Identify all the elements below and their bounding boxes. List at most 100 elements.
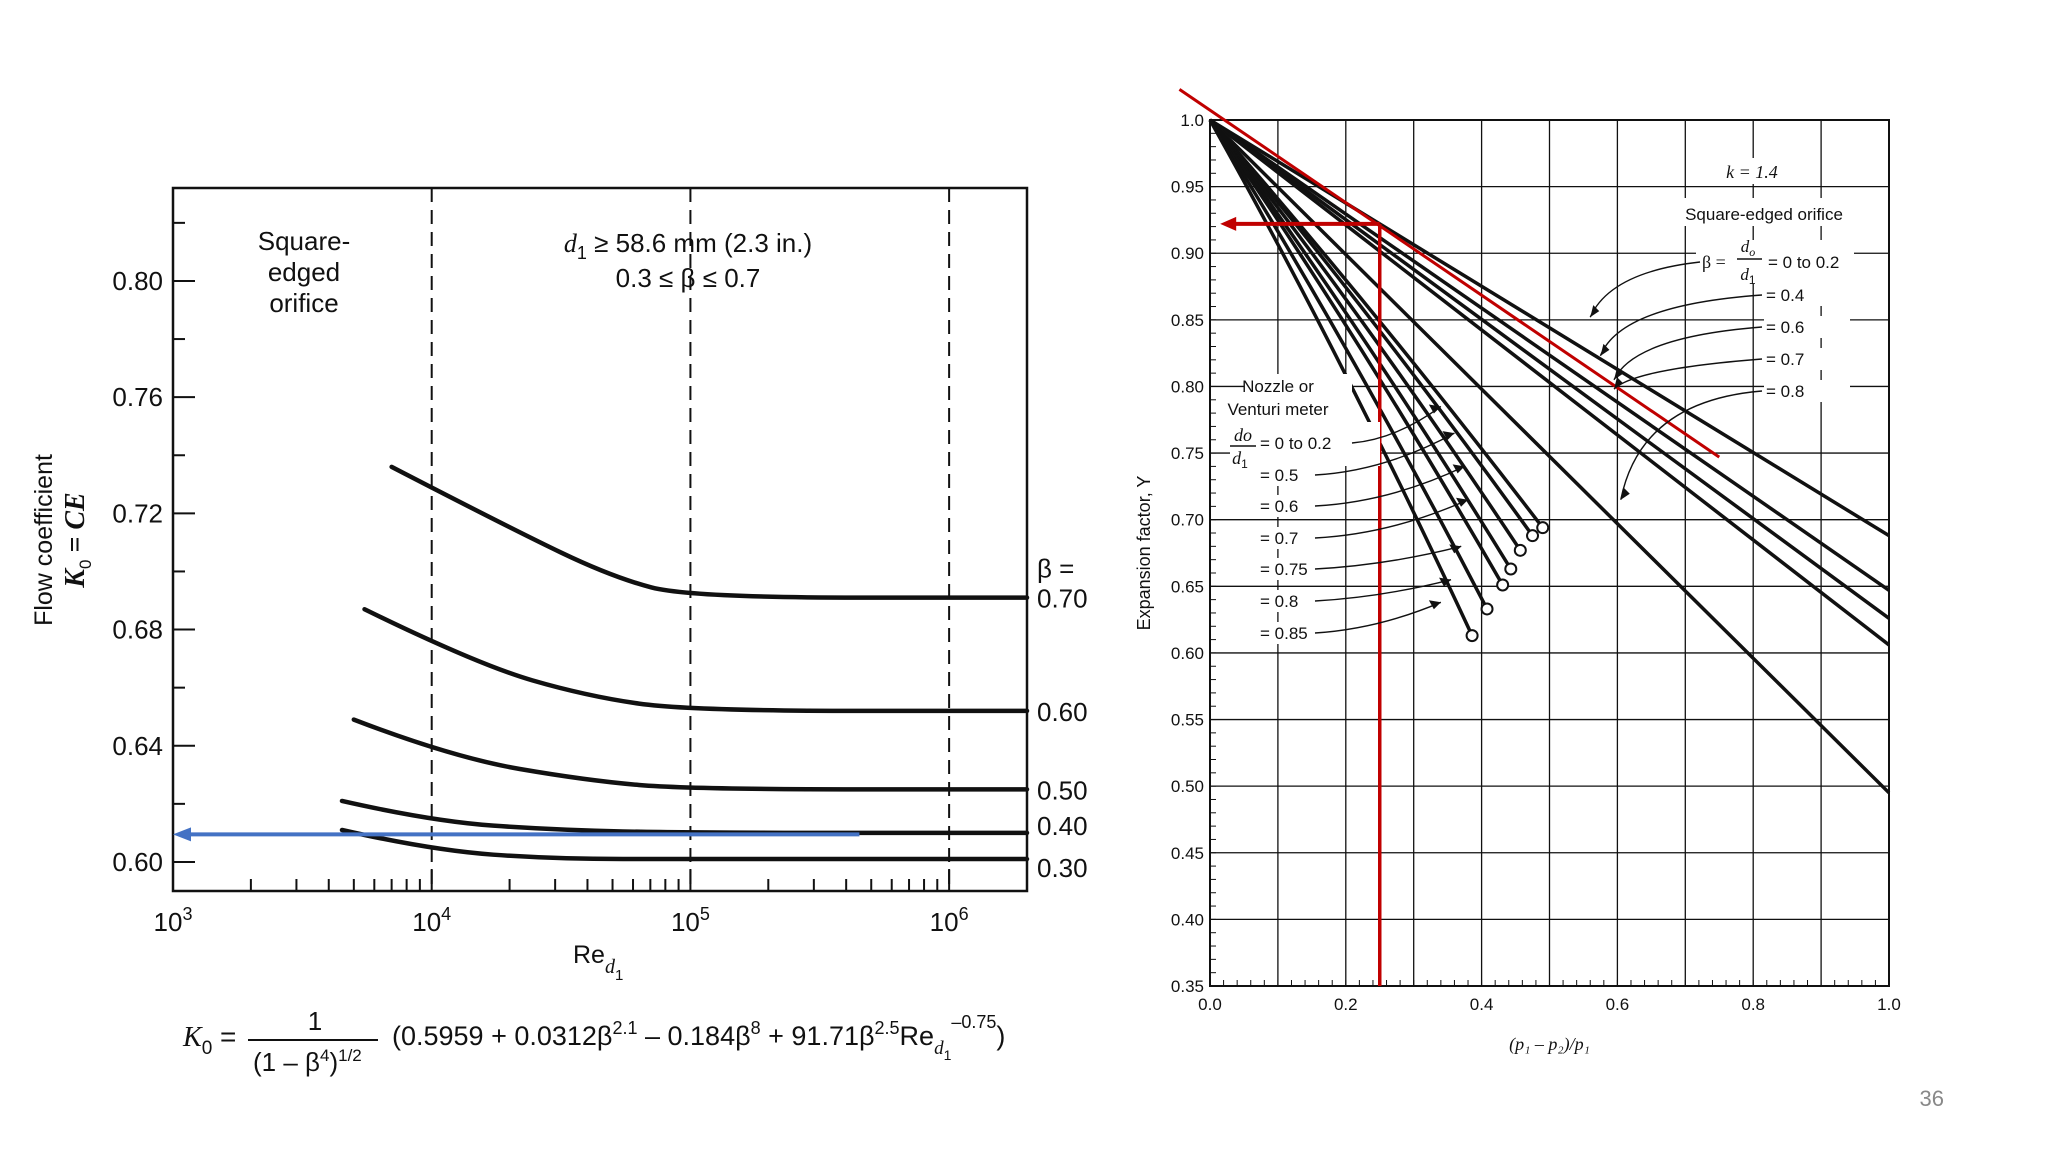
y-tick-label-part: 0.64 xyxy=(112,731,163,761)
red-tangent-line xyxy=(1178,88,1721,459)
orifice-line-0-6 xyxy=(1208,118,1891,620)
orifice-label-background xyxy=(1764,348,1850,370)
orifice-label-3-part: = 0.7 xyxy=(1766,350,1804,369)
y-tick-label: 0.35 xyxy=(1171,977,1204,996)
formula-lhs-part: K xyxy=(182,1022,203,1053)
nozzle-title-line1: Nozzle or xyxy=(1242,377,1314,396)
nozzle-curve-0-8 xyxy=(1208,119,1489,610)
x-axis-label-part: d xyxy=(605,956,616,978)
nozzle-curve-0-5 xyxy=(1208,118,1534,537)
annotation-beta-range: 0.3 ≤ β ≤ 0.7 xyxy=(616,263,761,293)
y-tick-label: 0.40 xyxy=(1171,910,1204,929)
x-tick-label: 0.6 xyxy=(1606,995,1630,1014)
y-axis-label-line2-part: = CE xyxy=(60,492,91,559)
curve-beta-0-40 xyxy=(339,798,1030,836)
annotation-square-edged-0: Square- xyxy=(258,226,351,256)
y-tick-label: 1.0 xyxy=(1180,111,1204,130)
orifice-beta-prefix-part: β = xyxy=(1702,252,1726,272)
nozzle-fraction-numerator-part: do xyxy=(1234,425,1252,445)
beta-label-0-40: 0.40 xyxy=(1037,811,1088,841)
x-tick-label-part: 0.8 xyxy=(1741,995,1765,1014)
annotation-square-edged-2: orifice xyxy=(269,288,338,318)
orifice-leader-line xyxy=(1620,390,1763,500)
y-axis-label-line2: K0 = CE xyxy=(60,492,95,588)
formula-body-part: 8 xyxy=(751,1018,761,1038)
orifice-beta-denominator: d1 xyxy=(1740,265,1756,287)
formula-numerator-part: 1 xyxy=(308,1006,322,1036)
y-tick-label-part: 0.85 xyxy=(1171,311,1204,330)
orifice-label-background xyxy=(1764,380,1850,402)
formula-body-part: 2.1 xyxy=(612,1018,637,1038)
orifice-label-3: = 0.7 xyxy=(1766,350,1804,369)
y-tick-label: 0.85 xyxy=(1171,311,1204,330)
orifice-label-0-part: = 0 to 0.2 xyxy=(1768,253,1839,272)
annotation-diameter-condition-part: 1 xyxy=(577,243,587,263)
formula-denominator-part: 1/2 xyxy=(338,1046,362,1065)
nozzle-leader-line xyxy=(1314,432,1455,476)
orifice-beta-numerator: do xyxy=(1741,237,1756,259)
nozzle-label-background xyxy=(1258,622,1310,644)
nozzle-label-background xyxy=(1258,464,1310,486)
formula-lhs-part: 0 xyxy=(202,1038,213,1059)
curve-beta-0-70 xyxy=(389,464,1030,600)
y-axis-label-line2-part: 0 xyxy=(76,560,95,569)
orifice-title-background xyxy=(1672,198,1856,226)
red-arrow-head xyxy=(1220,216,1237,231)
nozzle-curve-0-7 xyxy=(1208,118,1513,570)
nozzle-leader-arrowhead xyxy=(1428,404,1441,414)
nozzle-label-2-part: = 0.6 xyxy=(1260,497,1298,516)
y-tick-label-part: 0.90 xyxy=(1171,244,1204,263)
nozzle-curve-0-6 xyxy=(1208,118,1522,552)
curve-beta-0-60 xyxy=(362,606,1030,714)
orifice-beta-denominator-part: 1 xyxy=(1749,273,1756,287)
annotation-diameter-condition-part: ≥ 58.6 mm (2.3 in.) xyxy=(587,228,812,258)
orifice-label-1: = 0.4 xyxy=(1766,286,1804,305)
orifice-leader-line xyxy=(1613,326,1763,381)
y-tick-label: 0.80 xyxy=(1171,377,1204,396)
nozzle-label-5: = 0.8 xyxy=(1260,592,1298,611)
nozzle-leader-line xyxy=(1314,465,1465,507)
nozzle-label-background xyxy=(1258,527,1310,549)
y-tick-label: 0.64 xyxy=(112,731,163,761)
plot-frame xyxy=(171,186,1029,893)
nozzle-title-line2: Venturi meter xyxy=(1227,400,1328,419)
curve-beta-0-50 xyxy=(351,717,1030,792)
beta-label-0-40-part: 0.40 xyxy=(1037,811,1088,841)
formula-body-part: ) xyxy=(996,1021,1005,1051)
nozzle-title-line2-part: Venturi meter xyxy=(1227,400,1328,419)
orifice-leader-line xyxy=(1589,261,1701,318)
y-tick-label-part: 0.80 xyxy=(1171,377,1204,396)
annotation-square-edged-0-part: Square- xyxy=(258,226,351,256)
orifice-beta-prefix: β = xyxy=(1702,252,1726,272)
beta-label-0-50-part: 0.50 xyxy=(1037,775,1088,805)
y-tick-label-part: 0.40 xyxy=(1171,910,1204,929)
beta-header-label-part: β = xyxy=(1037,554,1074,584)
x-axis-label-part: 1 xyxy=(615,967,623,984)
formula-numerator: 1 xyxy=(308,1006,322,1036)
formula-denominator-part: (1 – β xyxy=(253,1047,320,1077)
y-tick-label: 0.76 xyxy=(112,382,163,412)
annotation-square-edged-1-part: edged xyxy=(268,257,340,287)
orifice-title: Square-edged orifice xyxy=(1685,205,1843,224)
y-axis-label-line1: Flow coefficient xyxy=(30,454,58,626)
nozzle-label-background xyxy=(1258,590,1310,612)
nozzle-label-background xyxy=(1258,558,1310,580)
k-label-background xyxy=(1718,158,1786,184)
curve-beta-0-30 xyxy=(339,827,1030,862)
highlight-arrow-head xyxy=(173,827,191,842)
y-tick-label: 0.45 xyxy=(1171,844,1204,863)
nozzle-endpoint-marker xyxy=(1536,521,1550,535)
nozzle-leader-arrowhead xyxy=(1449,544,1462,554)
y-tick-label-part: 0.60 xyxy=(112,847,163,877)
y-tick-label-part: 0.72 xyxy=(112,498,163,528)
formula-body-part: –0.75 xyxy=(951,1012,996,1032)
y-tick-label-part: 0.75 xyxy=(1171,444,1204,463)
x-tick-label: 104 xyxy=(412,904,451,937)
y-tick-label: 0.95 xyxy=(1171,178,1204,197)
orifice-leader-arrowhead xyxy=(1614,377,1624,390)
x-tick-label-part: 4 xyxy=(441,904,451,924)
y-tick-label: 0.75 xyxy=(1171,444,1204,463)
formula-body-part: Re xyxy=(900,1021,935,1051)
y-tick-label: 0.50 xyxy=(1171,777,1204,796)
annotation-square-edged-2-part: orifice xyxy=(269,288,338,318)
